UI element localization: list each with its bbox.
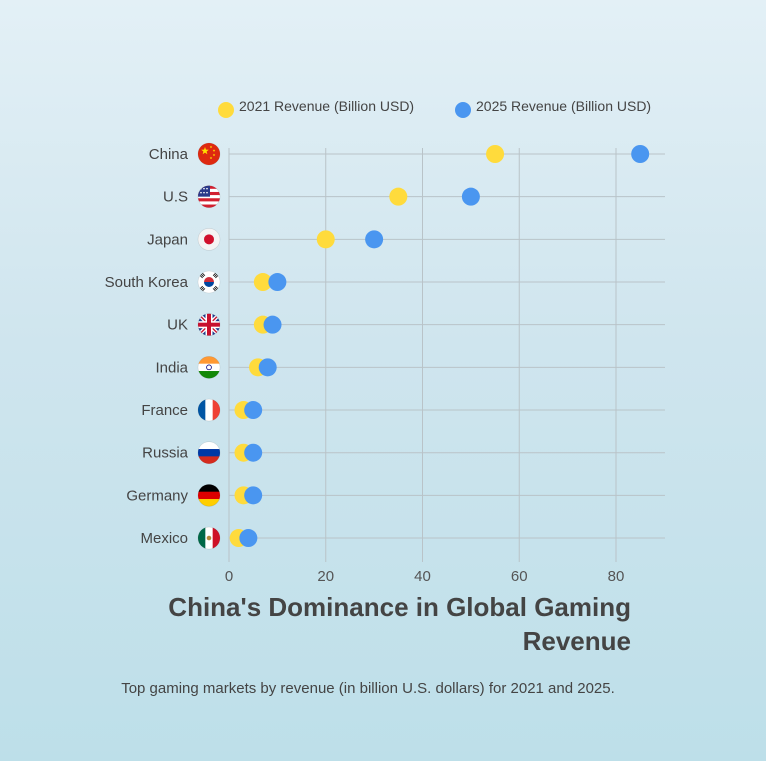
- x-tick-label: 60: [511, 568, 528, 585]
- point-2025: [631, 145, 650, 163]
- category-labels: China U.S Japan South Korea UK India France Rus…: [105, 146, 189, 547]
- legend-label: 2021 Revenue (Billion USD): [239, 98, 414, 114]
- x-tick-label: 20: [317, 568, 334, 585]
- category-label: Mexico: [140, 530, 188, 547]
- chart: 2021 Revenue (Billion USD) 2025 Revenue (…: [105, 98, 665, 585]
- category-label: France: [141, 402, 188, 419]
- category-label: Russia: [142, 445, 189, 462]
- point-2025: [258, 358, 277, 377]
- germany-flag-icon: [198, 484, 220, 507]
- mexico-flag-icon: [198, 527, 220, 550]
- point-2025: [461, 187, 480, 206]
- category-label: India: [155, 359, 188, 376]
- category-label: South Korea: [105, 274, 189, 291]
- x-axis-ticks: 0 20 40 60 80: [225, 568, 625, 585]
- legend-marker: [218, 102, 234, 118]
- x-tick-label: 40: [414, 568, 431, 585]
- category-label: China: [149, 146, 189, 163]
- flags: [197, 142, 221, 550]
- point-2025: [239, 529, 258, 548]
- category-label: Germany: [126, 487, 188, 504]
- uk-flag-icon: [198, 313, 220, 336]
- legend-marker: [455, 102, 471, 118]
- data-points: [229, 145, 650, 548]
- japan-flag-icon: [198, 228, 220, 251]
- point-2025: [268, 273, 287, 292]
- legend-label: 2025 Revenue (Billion USD): [476, 98, 651, 114]
- france-flag-icon: [198, 399, 220, 422]
- point-2025: [365, 230, 384, 249]
- point-2025: [244, 486, 263, 505]
- point-2021: [486, 145, 505, 163]
- x-tick-label: 0: [225, 568, 233, 585]
- china-flag-icon: [198, 143, 220, 165]
- legend: 2021 Revenue (Billion USD) 2025 Revenue (…: [218, 98, 651, 118]
- point-2025: [244, 401, 263, 420]
- chart-title: China's Dominance in Global Gaming Reven…: [168, 592, 631, 656]
- category-label: Japan: [147, 231, 188, 248]
- point-2021: [316, 230, 335, 249]
- point-2025: [244, 443, 263, 462]
- point-2021: [389, 187, 408, 206]
- point-2025: [263, 315, 282, 334]
- chart-subtitle: Top gaming markets by revenue (in billio…: [121, 680, 615, 697]
- grid: [228, 148, 665, 562]
- x-tick-label: 80: [608, 568, 625, 585]
- india-flag-icon: [198, 356, 220, 379]
- category-label: U.S: [163, 189, 188, 206]
- russia-flag-icon: [198, 441, 220, 464]
- category-label: UK: [167, 317, 188, 334]
- point-2021: [253, 273, 272, 292]
